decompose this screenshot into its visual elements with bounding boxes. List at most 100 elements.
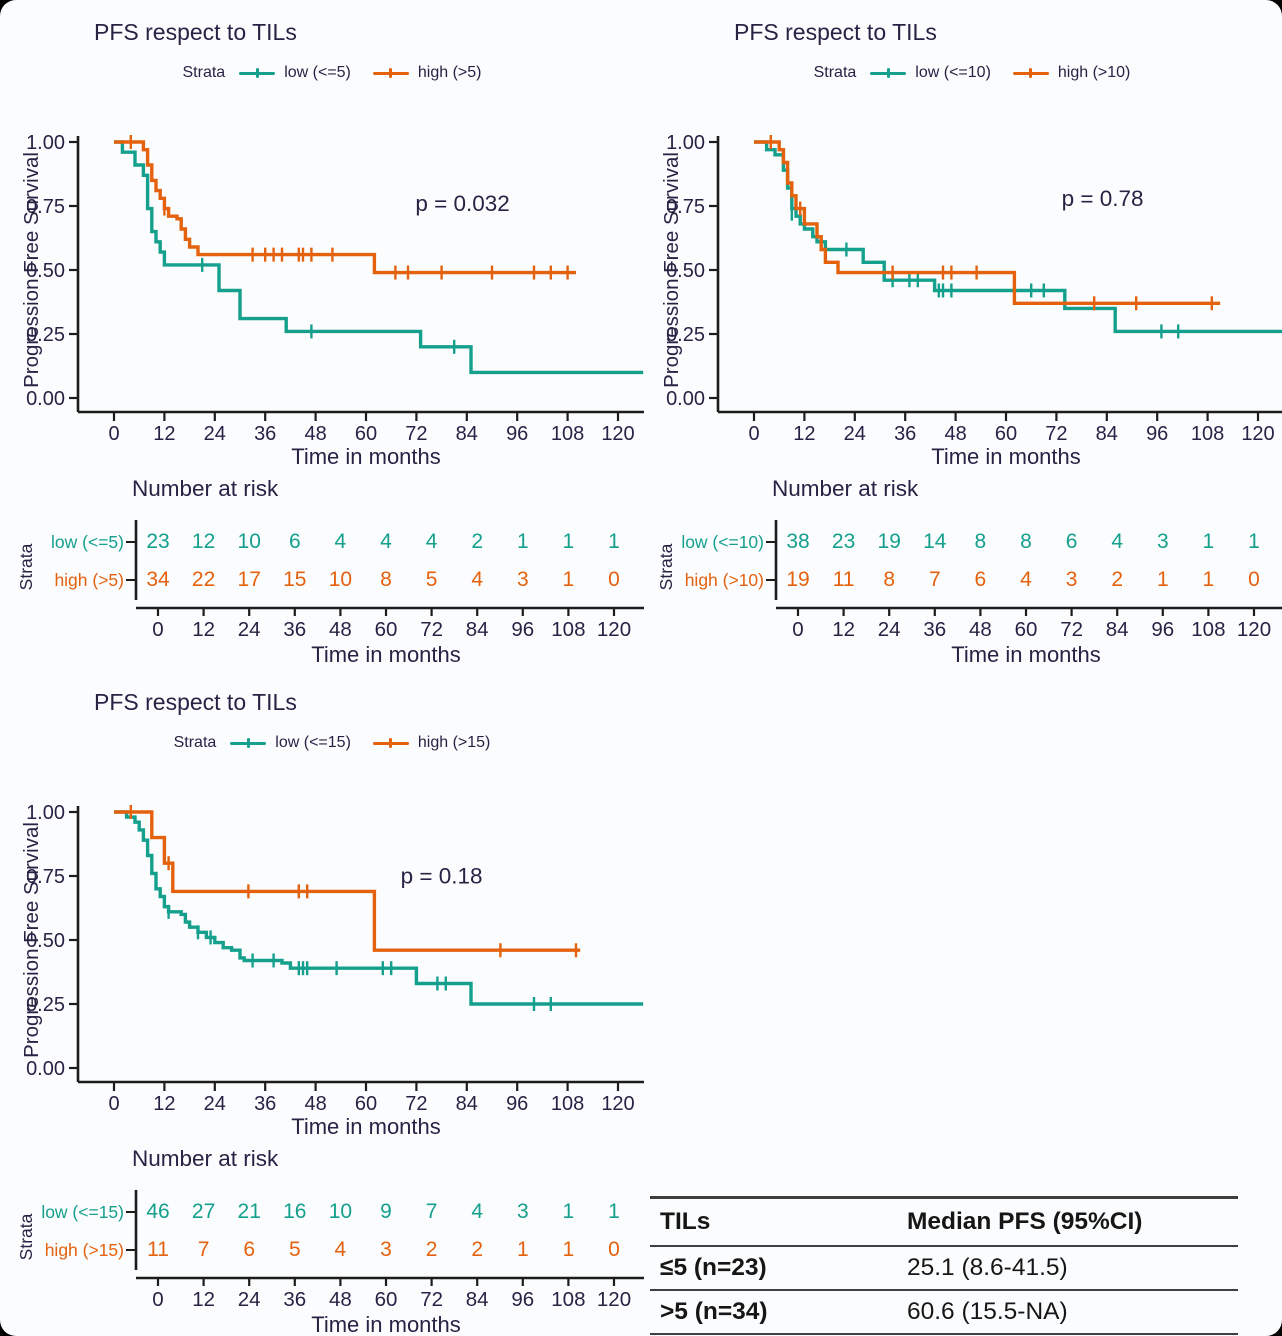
risk-x-tick-label: 12 (832, 618, 855, 641)
risk-count: 1 (1157, 568, 1169, 591)
col-header-tils: TILs (650, 1196, 897, 1247)
risk-x-tick-label: 60 (1015, 618, 1038, 641)
p-value-label: p = 0.032 (415, 191, 509, 216)
table-row: ≤5 (n=23) 25.1 (8.6-41.5) (650, 1246, 1238, 1291)
table-row: >5 (n=34) 60.6 (15.5-NA) (650, 1290, 1238, 1335)
risk-count: 23 (832, 530, 855, 553)
y-tick-label: 0.50 (26, 930, 65, 952)
x-axis-title: Time in months (291, 444, 441, 469)
legend-item: high (>10) (1012, 64, 1131, 82)
risk-count: 3 (517, 1200, 529, 1223)
risk-x-tick-label: 24 (878, 618, 901, 641)
risk-x-tick-label: 48 (329, 618, 352, 641)
y-axis-title: Progression Free Survival (660, 152, 683, 388)
risk-count: 1 (608, 530, 620, 553)
legend-title: Strata (813, 64, 857, 81)
risk-x-tick-label: 0 (152, 1288, 163, 1311)
risk-count: 1 (1203, 568, 1215, 591)
y-tick-label: 0.00 (666, 388, 705, 410)
plot-legend: Strata low (<=10) high (>10) (652, 56, 1282, 90)
strata-axis-label: Strata (16, 1213, 36, 1260)
risk-count: 4 (471, 1200, 483, 1223)
x-tick-label: 24 (204, 423, 226, 445)
risk-x-tick-label: 108 (551, 1288, 585, 1311)
p-value-label: p = 0.18 (401, 864, 483, 889)
km-panel-tils15: PFS respect to TILs Strata low (<=15) hig… (12, 676, 652, 1336)
x-tick-label: 48 (944, 423, 966, 445)
x-tick-label: 108 (1191, 423, 1224, 445)
risk-count: 2 (426, 1238, 438, 1261)
km-chart: 1.00 0.75 0.50 0.25 0.00 0 12 24 36 48 60 72 84 96 108… (660, 132, 1282, 469)
risk-x-tick-label: 96 (511, 1288, 534, 1311)
risk-x-tick-label: 72 (420, 1288, 443, 1311)
risk-count: 21 (238, 1200, 261, 1223)
x-tick-label: 12 (153, 423, 175, 445)
risk-count: 10 (329, 1200, 352, 1223)
y-tick-label: 0.25 (26, 324, 65, 346)
risk-count: 11 (147, 1238, 169, 1261)
risk-count: 23 (146, 530, 169, 553)
km-curve-high (114, 810, 581, 952)
km-curve-low (114, 140, 644, 375)
legend-items: low (<=5) high (>5) (239, 64, 481, 82)
risk-count: 6 (975, 568, 987, 591)
risk-x-axis-title: Time in months (311, 1312, 461, 1336)
x-tick-label: 84 (456, 423, 478, 445)
legend-title: Strata (173, 734, 217, 751)
x-tick-label: 60 (355, 1093, 377, 1115)
risk-count: 10 (329, 568, 352, 591)
x-tick-label: 48 (304, 1093, 326, 1115)
risk-x-tick-label: 48 (329, 1288, 352, 1311)
risk-count: 7 (198, 1238, 210, 1261)
y-tick-label: 1.00 (26, 132, 65, 154)
risk-count: 0 (608, 1238, 620, 1261)
censor-ticks-low (200, 257, 456, 354)
risk-count: 1 (608, 1200, 620, 1223)
risk-count: 4 (335, 530, 347, 553)
km-curve-high (114, 140, 576, 275)
km-chart: 1.00 0.75 0.50 0.25 0.00 0 12 24 36 48 60 72 84 96 108… (20, 802, 644, 1139)
legend-marker-icon (230, 736, 267, 750)
km-chart: 1.00 0.75 0.50 0.25 0.00 0 12 24 36 48 60 72 84 96 108… (20, 132, 644, 469)
risk-count: 17 (238, 568, 261, 591)
tils-group-cell: >5 (n=34) (650, 1290, 897, 1335)
strata-axis-label: Strata (656, 543, 676, 590)
legend-item: low (<=5) (239, 64, 351, 82)
legend-marker-censor (886, 68, 890, 78)
legend-label: high (>10) (1057, 64, 1131, 81)
censor-ticks-high (769, 135, 1213, 311)
legend-item: low (<=10) (870, 64, 991, 82)
legend-marker-icon (1012, 66, 1049, 80)
risk-count: 1 (563, 1200, 575, 1223)
risk-count: 8 (975, 530, 987, 553)
x-tick-label: 36 (894, 423, 916, 445)
x-tick-label: 120 (1241, 423, 1274, 445)
x-tick-label: 60 (355, 423, 377, 445)
risk-count: 4 (1020, 568, 1032, 591)
legend-item: high (>5) (372, 64, 481, 82)
legend-marker-icon (372, 736, 409, 750)
km-panel-tils5: PFS respect to TILs Strata low (<=5) high… (12, 6, 652, 666)
km-curve-high (754, 140, 1221, 305)
legend-marker-censor (255, 68, 259, 78)
risk-count: 19 (878, 530, 901, 553)
km-panel-tils10: PFS respect to TILs Strata low (<=10) hig… (652, 6, 1282, 666)
risk-count: 1 (517, 1238, 529, 1261)
risk-count: 6 (1066, 530, 1078, 553)
risk-x-tick-label: 84 (466, 618, 489, 641)
risk-x-tick-label: 60 (375, 1288, 398, 1311)
risk-count: 2 (471, 530, 483, 553)
risk-table-title: Number at risk (772, 476, 919, 501)
plot-legend: Strata low (<=5) high (>5) (12, 56, 652, 90)
risk-count: 19 (786, 568, 809, 591)
y-tick-label: 0.00 (26, 1058, 65, 1080)
risk-count: 1 (517, 530, 529, 553)
risk-count: 7 (426, 1200, 438, 1223)
risk-count: 9 (380, 1200, 392, 1223)
censor-ticks-low (167, 904, 552, 1011)
censor-ticks-high (129, 135, 569, 280)
x-tick-label: 36 (254, 423, 276, 445)
x-tick-label: 0 (108, 423, 119, 445)
